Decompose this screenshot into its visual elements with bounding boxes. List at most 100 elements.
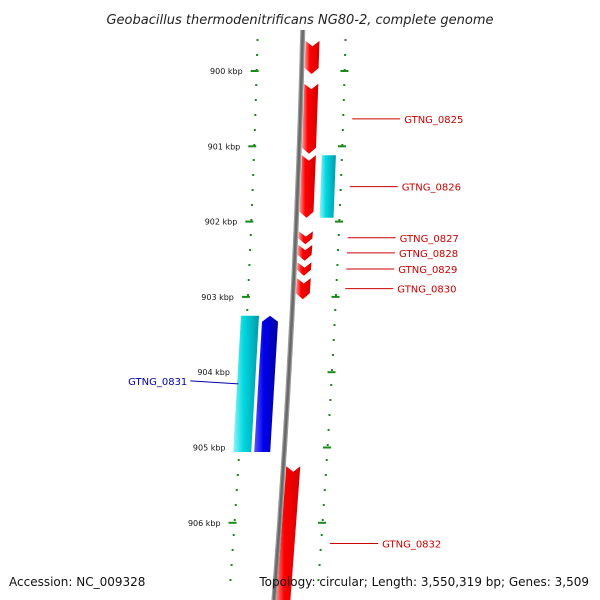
gene-arrow-gtng-0827[interactable] <box>298 231 313 245</box>
gene-arrow-gtng-0825[interactable] <box>302 83 319 154</box>
grid-dot <box>246 309 249 311</box>
grid-dot <box>237 459 240 461</box>
scale-tick <box>228 521 237 524</box>
grid-dot <box>331 354 334 356</box>
grid-dot <box>251 204 254 206</box>
grid-dot <box>317 579 320 581</box>
grid-dot <box>325 459 328 461</box>
gene-arrow-gtng-0828[interactable] <box>297 244 313 261</box>
grid-dot <box>249 234 252 236</box>
gene-label-gtng-0831[interactable]: GTNG_0831 <box>128 377 187 388</box>
grid-dot <box>232 534 235 536</box>
grid-dot <box>326 444 329 446</box>
genome-backbone <box>271 29 306 600</box>
gene-labels: GTNG_0825 GTNG_0826 GTNG_0827 GTNG_0828 GTNG… <box>128 115 463 551</box>
grid-dot <box>321 519 324 521</box>
grid-dot <box>339 204 342 206</box>
grid-dot <box>327 429 330 431</box>
gene-arrow-gtng-0826b[interactable] <box>319 155 336 218</box>
grid-dot <box>344 39 347 41</box>
accession-text: Accession: NC_009328 <box>9 575 145 589</box>
gene-label-gtng-0828[interactable]: GTNG_0828 <box>399 249 458 260</box>
grid-dot <box>253 144 256 146</box>
grid-dot <box>328 414 331 416</box>
grid-dot <box>247 279 250 281</box>
grid-dot <box>256 39 259 41</box>
scale-tick <box>317 521 326 524</box>
grid-dot <box>236 474 239 476</box>
grid-dot <box>331 369 334 371</box>
grid-dot <box>334 294 337 296</box>
grid-dot <box>341 129 344 131</box>
grid-dot <box>329 399 332 401</box>
gene-label-gtng-0827[interactable]: GTNG_0827 <box>400 234 459 245</box>
scale-tick-label: 900 kbp <box>210 67 243 76</box>
scale-tick <box>327 371 336 374</box>
grid-dot <box>256 54 259 56</box>
scale-tick-label: 906 kbp <box>188 519 221 528</box>
gene-arrow-g0[interactable] <box>304 40 320 74</box>
scale-tick-label: 901 kbp <box>208 142 241 151</box>
scale-tick-label: 904 kbp <box>197 368 230 377</box>
grid-dot <box>235 489 238 491</box>
scale-tick <box>245 220 254 223</box>
grid-dot <box>255 84 258 86</box>
grid-dot <box>333 324 336 326</box>
scale-tick <box>334 220 343 223</box>
scale-tick <box>331 295 340 298</box>
gene-arrow-gtng-0831b[interactable] <box>233 315 259 452</box>
grid-dot <box>246 294 249 296</box>
grid-dot <box>248 264 251 266</box>
scale-tick-label: 905 kbp <box>193 444 226 453</box>
grid-dot <box>254 114 257 116</box>
grid-dot <box>318 564 321 566</box>
scale-tick <box>250 70 259 72</box>
grid-dot <box>337 249 340 251</box>
map-title: Geobacillus thermodenitrificans NG80-2, … <box>106 13 493 28</box>
scale-ticks: 900 kbp 901 kbp 902 kbp 903 kbp 904 kbp 905 k… <box>188 67 349 528</box>
scale-tick <box>248 145 257 148</box>
backbone-line <box>272 29 305 600</box>
grid-dot <box>342 99 345 101</box>
gene-label-gtng-0825[interactable]: GTNG_0825 <box>404 115 463 126</box>
gene-arrow-gtng-0832[interactable] <box>275 466 301 600</box>
scale-tick-label: 902 kbp <box>205 218 238 227</box>
gene-arrow-gtng-0829[interactable] <box>296 262 312 276</box>
grid-dot <box>230 564 233 566</box>
gene-label-gtng-0830[interactable]: GTNG_0830 <box>397 285 456 296</box>
gene-features <box>233 40 336 600</box>
grid-dot <box>340 174 343 176</box>
grid-dot <box>322 504 325 506</box>
gene-label-gtng-0832[interactable]: GTNG_0832 <box>382 540 441 551</box>
grid-dot <box>249 249 252 251</box>
grid-dot <box>332 339 335 341</box>
grid-dot <box>336 264 339 266</box>
gene-label-gtng-0829[interactable]: GTNG_0829 <box>398 265 457 276</box>
scale-tick <box>337 145 346 148</box>
grid-dot <box>342 114 345 116</box>
grid-dots <box>229 39 347 581</box>
gene-arrow-gtng-0826[interactable] <box>299 155 316 218</box>
gene-label-gtng-0826[interactable]: GTNG_0826 <box>402 183 461 194</box>
grid-dot <box>251 189 254 191</box>
grid-dot <box>341 144 344 146</box>
grid-dot <box>330 384 333 386</box>
grid-dot <box>343 84 346 86</box>
grid-dot <box>320 534 323 536</box>
topology-summary: Topology: circular; Length: 3,550,319 bp… <box>258 575 589 589</box>
label-leader-line <box>190 380 239 385</box>
gene-arrow-gtng-0831[interactable] <box>254 315 278 452</box>
grid-dot <box>254 99 257 101</box>
scale-tick-label: 903 kbp <box>201 293 234 302</box>
scale-tick <box>340 70 349 72</box>
scale-tick <box>241 295 250 298</box>
grid-dot <box>340 159 343 161</box>
grid-dot <box>250 219 253 221</box>
grid-dot <box>339 189 342 191</box>
grid-dot <box>234 504 237 506</box>
grid-dot <box>233 519 236 521</box>
gene-arrow-gtng-0830[interactable] <box>295 278 311 300</box>
grid-dot <box>344 54 347 56</box>
scale-tick <box>323 446 332 449</box>
grid-dot <box>252 174 255 176</box>
